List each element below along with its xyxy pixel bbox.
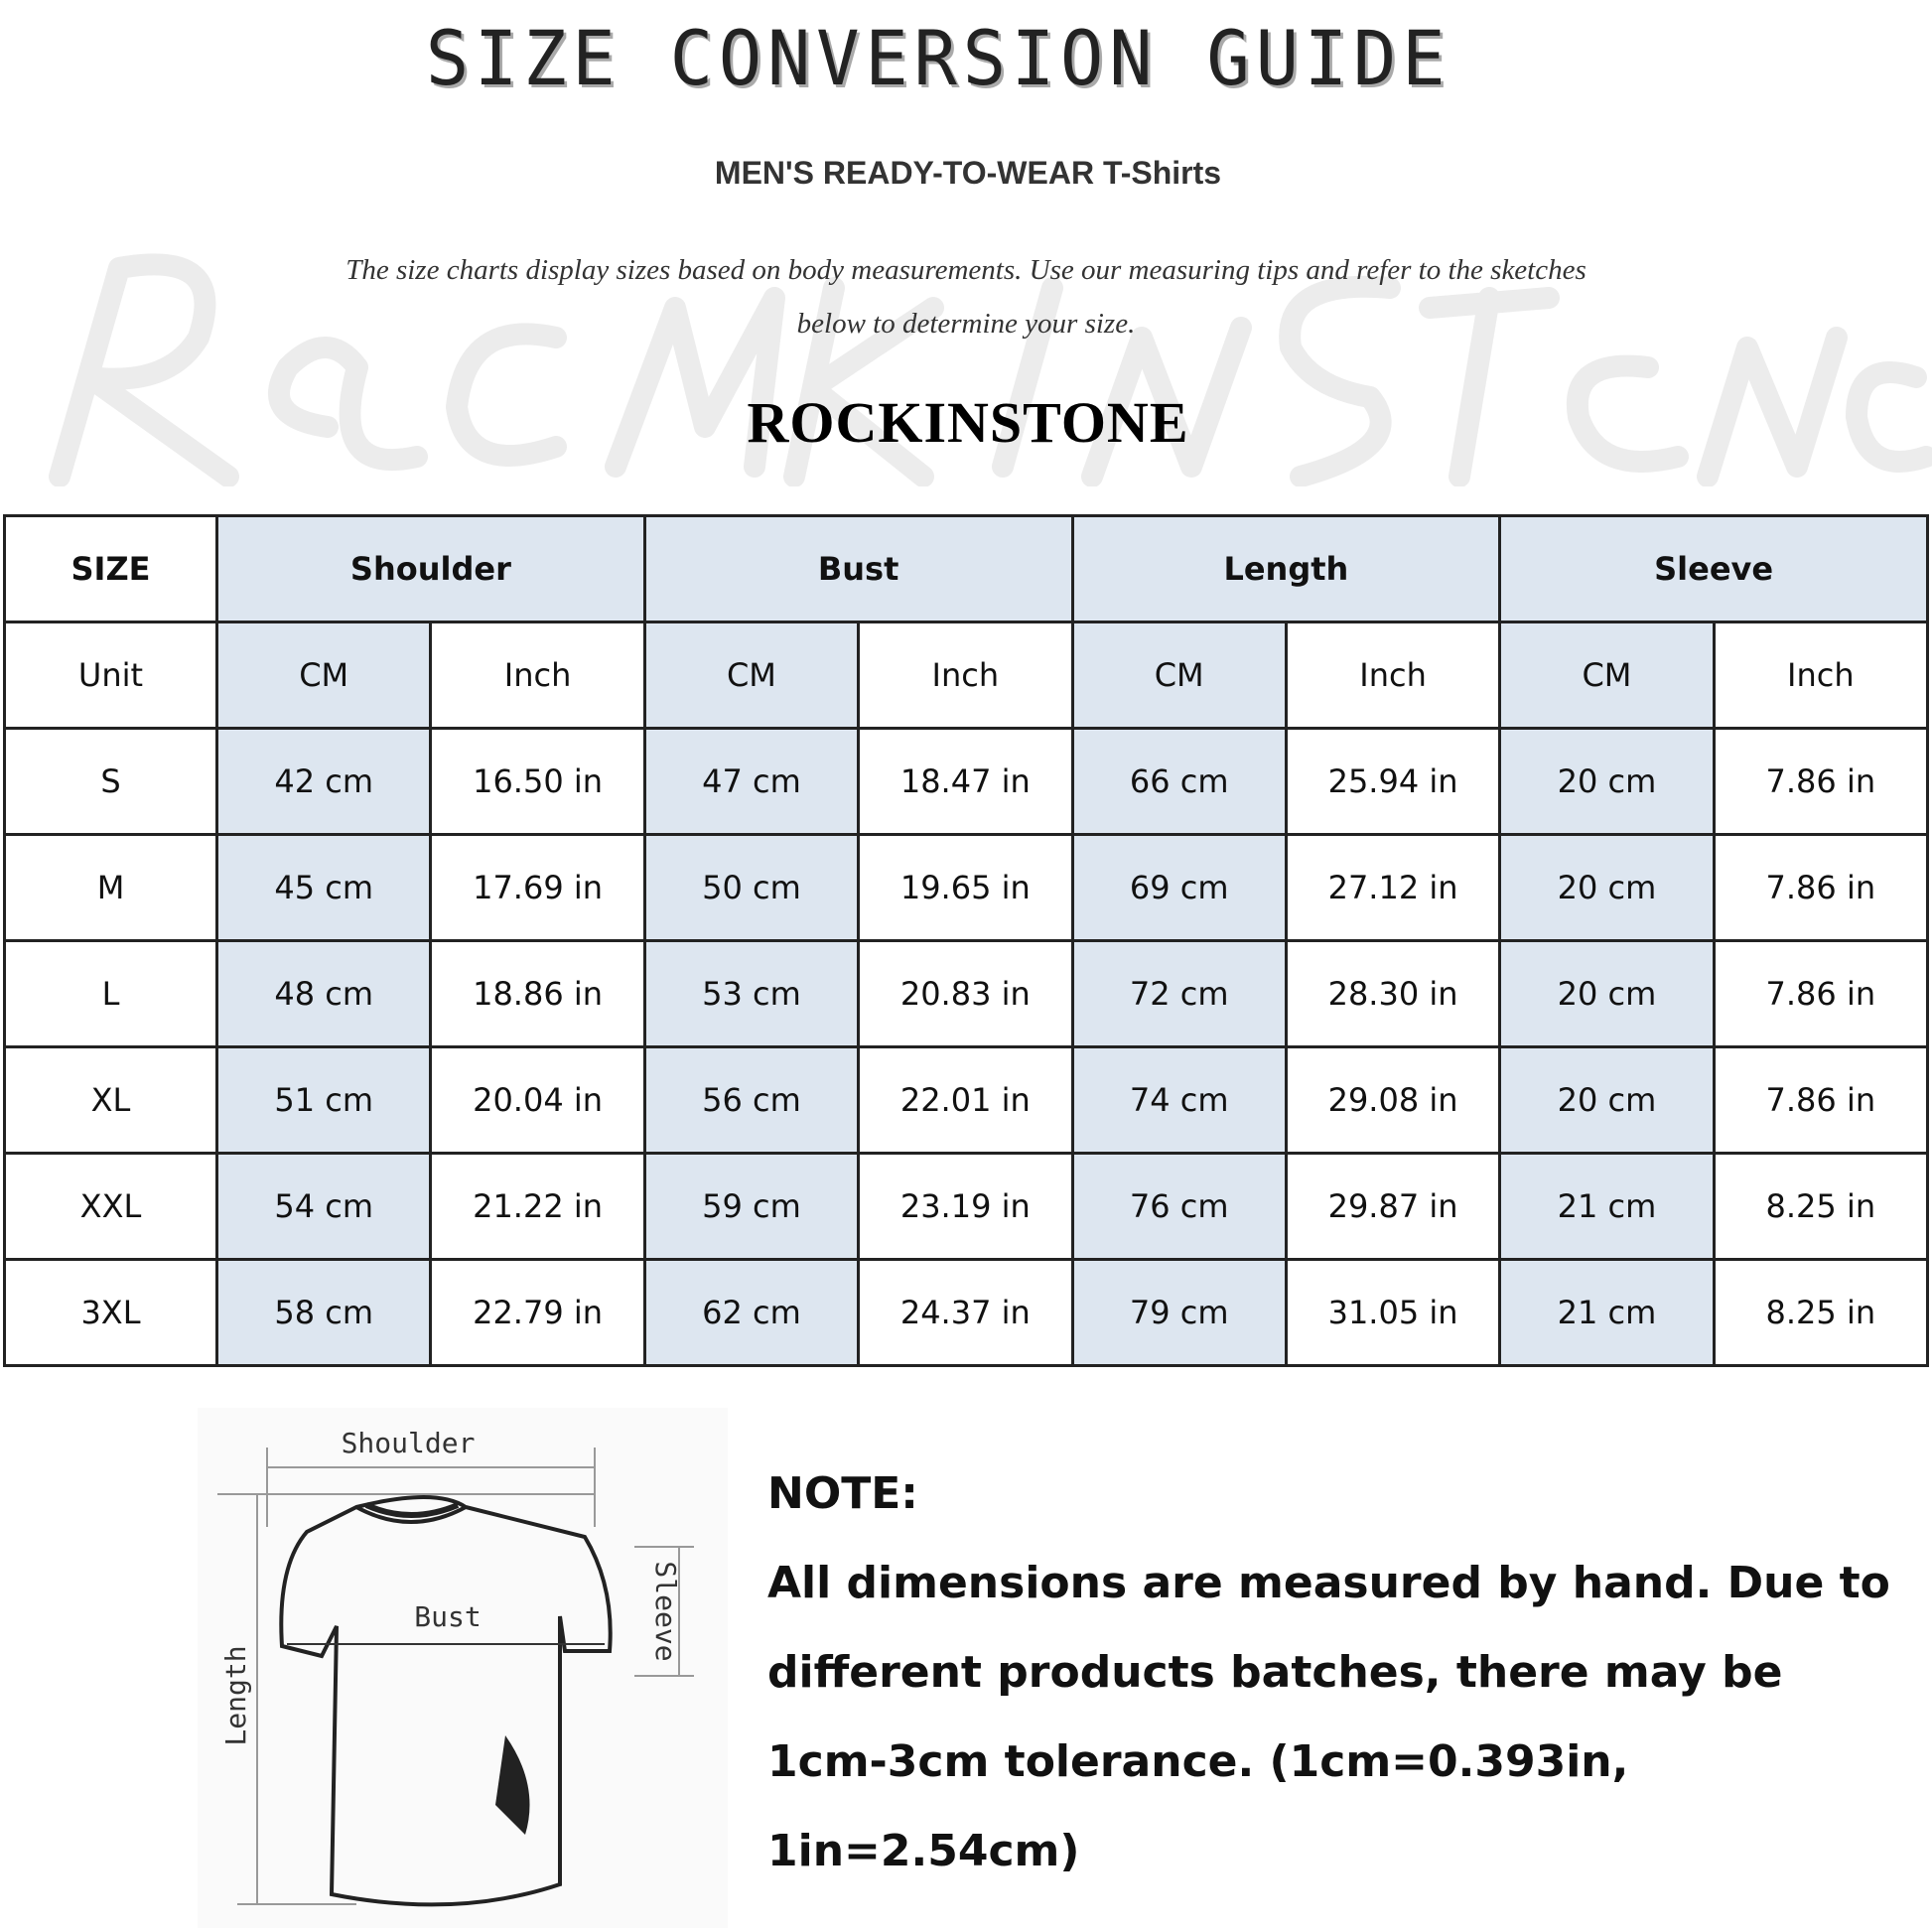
header-row: SIZE Shoulder Bust Length Sleeve [3, 514, 1929, 623]
measurement-cell: 27.12 in [1284, 833, 1502, 942]
measurement-cell: 62 cm [642, 1258, 861, 1367]
length-label: Length [219, 1645, 252, 1745]
measurement-cell: 56 cm [642, 1045, 861, 1155]
size-cell: S [3, 727, 218, 836]
measurement-cell: 25.94 in [1284, 727, 1502, 836]
measurement-cell: 66 cm [1070, 727, 1288, 836]
unit-cell: CM [214, 621, 433, 730]
measurement-guides [217, 1448, 694, 1905]
page-title: SIZE CONVERSION GUIDE [425, 14, 1451, 102]
unit-cell: Inch [857, 621, 1074, 730]
measurement-cell: 45 cm [214, 833, 433, 942]
group-header-sleeve: Sleeve [1498, 514, 1929, 623]
unit-cell: CM [642, 621, 861, 730]
sleeve-label: Sleeve [649, 1561, 682, 1661]
measurement-cell: 74 cm [1070, 1045, 1288, 1155]
table-row: 3XL 58 cm 22.79 in 62 cm 24.37 in 79 cm 31.05 … [3, 1258, 1930, 1367]
measurement-cell: 54 cm [214, 1152, 433, 1261]
measurement-cell: 19.65 in [857, 833, 1074, 942]
note-line: different products batches, there may be [767, 1647, 1783, 1698]
group-header-shoulder: Shoulder [215, 514, 646, 623]
measurement-cell: 22.79 in [429, 1258, 646, 1367]
measurement-cell: 20 cm [1498, 727, 1716, 836]
unit-cell: Inch [1712, 621, 1930, 730]
tshirt-outline [279, 1495, 613, 1907]
diagram-background [198, 1408, 728, 1928]
measurement-cell: 21 cm [1498, 1258, 1716, 1367]
table-row: L 48 cm 18.86 in 53 cm 20.83 in 72 cm 28.30 in… [3, 939, 1930, 1048]
measurement-cell: 18.47 in [857, 727, 1074, 836]
measurement-cell: 7.86 in [1712, 727, 1930, 836]
measurement-cell: 31.05 in [1284, 1258, 1502, 1367]
unit-cell: CM [1498, 621, 1716, 730]
measurement-cell: 17.69 in [429, 833, 646, 942]
unit-label: Unit [3, 621, 218, 730]
group-header-bust: Bust [642, 514, 1074, 623]
measurement-cell: 16.50 in [429, 727, 646, 836]
measurement-cell: 42 cm [214, 727, 433, 836]
measurement-cell: 76 cm [1070, 1152, 1288, 1261]
measurement-cell: 7.86 in [1712, 939, 1930, 1048]
tshirt-measurement-diagram: Shoulder Bust Sleeve Length [198, 1408, 728, 1928]
shoulder-label: Shoulder [342, 1427, 476, 1459]
measurement-cell: 48 cm [214, 939, 433, 1048]
measurement-cell: 72 cm [1070, 939, 1288, 1048]
shirt-fold-shade [495, 1735, 530, 1835]
note-line: 1cm-3cm tolerance. (1cm=0.393in, 1in=2.5… [767, 1736, 1629, 1876]
intro-text-line-1: The size charts display sizes based on b… [345, 254, 1587, 286]
measurement-cell: 8.25 in [1712, 1152, 1930, 1261]
measurement-cell: 20 cm [1498, 833, 1716, 942]
watermark-script-strokes [49, 253, 1932, 486]
measurement-cell: 51 cm [214, 1045, 433, 1155]
unit-cell: Inch [1284, 621, 1502, 730]
table-row: S 42 cm 16.50 in 47 cm 18.47 in 66 cm 25.94 in… [3, 727, 1930, 836]
measurement-cell: 29.08 in [1284, 1045, 1502, 1155]
measurement-cell: 20 cm [1498, 1045, 1716, 1155]
note-section: NOTE: All dimensions are measured by han… [767, 1449, 1919, 1896]
measurement-cell: 21.22 in [429, 1152, 646, 1261]
bust-label: Bust [414, 1600, 481, 1633]
measurement-cell: 29.87 in [1284, 1152, 1502, 1261]
measurement-cell: 69 cm [1070, 833, 1288, 942]
measurement-cell: 22.01 in [857, 1045, 1074, 1155]
measurement-cell: 47 cm [642, 727, 861, 836]
brand-name: ROCKINSTONE [747, 390, 1189, 455]
note-line: All dimensions are measured by hand. Due… [767, 1558, 1890, 1608]
measurement-cell: 18.86 in [429, 939, 646, 1048]
brand-watermark [49, 253, 1932, 486]
unit-cell: Inch [429, 621, 646, 730]
measurement-cell: 20.04 in [429, 1045, 646, 1155]
measurement-cell: 58 cm [214, 1258, 433, 1367]
measurement-cell: 8.25 in [1712, 1258, 1930, 1367]
measurement-cell: 24.37 in [857, 1258, 1074, 1367]
measurement-cell: 50 cm [642, 833, 861, 942]
unit-cell: CM [1070, 621, 1288, 730]
measurement-cell: 28.30 in [1284, 939, 1502, 1048]
measurement-cell: 53 cm [642, 939, 861, 1048]
table-row: M 45 cm 17.69 in 50 cm 19.65 in 69 cm 27.12 in… [3, 833, 1930, 942]
measurement-cell: 79 cm [1070, 1258, 1288, 1367]
unit-row: Unit CM Inch CM Inch CM Inch CM Inch [3, 621, 1930, 730]
note-heading: NOTE: [767, 1468, 918, 1519]
measurement-cell: 23.19 in [857, 1152, 1074, 1261]
measurement-cell: 20.83 in [857, 939, 1074, 1048]
page-subtitle: MEN'S READY-TO-WEAR T-Shirts [714, 155, 1222, 191]
size-cell: XL [3, 1045, 218, 1155]
measurement-cell: 7.86 in [1712, 1045, 1930, 1155]
measurement-cell: 59 cm [642, 1152, 861, 1261]
measurement-cell: 20 cm [1498, 939, 1716, 1048]
table-row: XL 51 cm 20.04 in 56 cm 22.01 in 74 cm 29.08 i… [3, 1045, 1930, 1155]
table-row: XXL 54 cm 21.22 in 59 cm 23.19 in 76 cm 29.87 … [3, 1152, 1930, 1261]
size-header: SIZE [3, 514, 218, 623]
group-header-length: Length [1070, 514, 1502, 623]
size-cell: XXL [3, 1152, 218, 1261]
measurement-cell: 7.86 in [1712, 833, 1930, 942]
size-table: SIZE Shoulder Bust Length Sleeve Unit CM… [3, 514, 1930, 1367]
intro-text-line-2: below to determine your size. [796, 308, 1136, 340]
size-cell: L [3, 939, 218, 1048]
size-cell: 3XL [3, 1258, 218, 1367]
size-cell: M [3, 833, 218, 942]
measurement-cell: 21 cm [1498, 1152, 1716, 1261]
